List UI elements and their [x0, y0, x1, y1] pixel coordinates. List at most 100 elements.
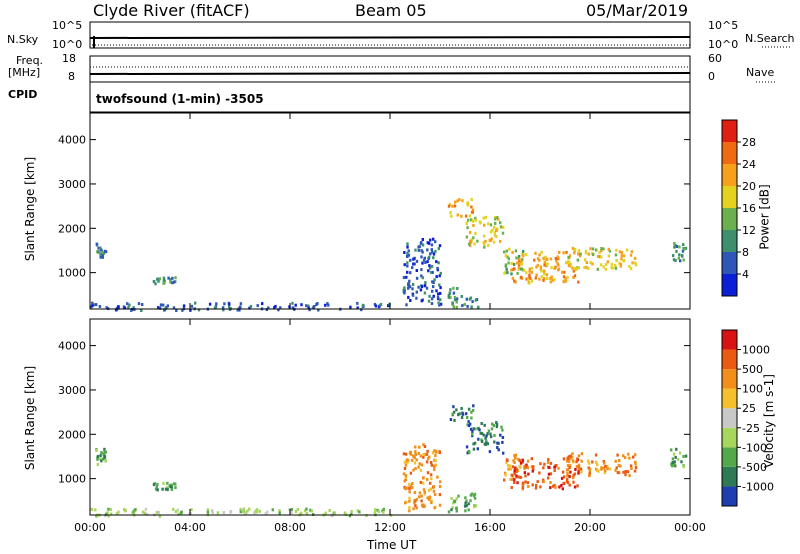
- data-cell: [568, 483, 571, 487]
- data-cell: [162, 481, 165, 485]
- colorbar-tick-label: -100: [742, 441, 767, 454]
- data-cell: [579, 252, 582, 256]
- data-cell: [585, 261, 588, 265]
- data-cell: [501, 428, 504, 432]
- data-cell: [419, 480, 422, 484]
- data-cell: [523, 466, 526, 470]
- data-cell: [427, 241, 431, 245]
- data-cell: [483, 442, 486, 446]
- data-cell: [587, 466, 590, 470]
- data-cell: [629, 267, 633, 271]
- data-cell: [560, 476, 564, 480]
- data-cell: [496, 227, 499, 231]
- data-cell: [489, 223, 493, 227]
- data-cell: [471, 432, 474, 436]
- data-cell: [452, 410, 456, 414]
- data-cell: [534, 486, 538, 490]
- data-cell: [437, 247, 440, 251]
- data-cell: [542, 478, 545, 482]
- data-cell: [569, 456, 572, 460]
- data-cell: [543, 277, 546, 280]
- y-tick-label: 3000: [58, 178, 86, 191]
- data-cell: [434, 454, 437, 457]
- data-cell: [132, 306, 135, 310]
- data-cell: [536, 263, 539, 267]
- data-cell: [521, 481, 525, 485]
- data-cell: [307, 304, 310, 308]
- data-cell: [451, 412, 454, 416]
- data-cell: [511, 465, 515, 469]
- data-cell: [453, 295, 457, 299]
- data-cell: [506, 255, 509, 259]
- data-cell: [503, 250, 506, 254]
- data-cell: [422, 488, 426, 492]
- data-cell: [421, 261, 424, 265]
- data-cell: [430, 271, 433, 274]
- data-cell: [673, 245, 676, 249]
- data-cell: [437, 261, 440, 265]
- data-cell: [206, 508, 210, 512]
- data-cell: [531, 469, 534, 473]
- data-cell: [677, 457, 680, 461]
- data-cell: [591, 460, 594, 464]
- data-cell: [430, 302, 434, 305]
- colorbar-frame: [721, 329, 738, 507]
- data-cell: [589, 261, 592, 265]
- data-cell: [300, 303, 303, 307]
- nsky-label: N.Sky: [7, 33, 39, 46]
- data-cell: [591, 247, 595, 251]
- x-tick-label: 04:00: [174, 521, 206, 534]
- data-cell: [630, 467, 633, 471]
- data-cell: [300, 511, 303, 515]
- data-cell: [290, 511, 293, 514]
- data-cell: [516, 271, 519, 275]
- data-cell: [543, 462, 546, 466]
- data-cell: [455, 297, 459, 301]
- data-cell: [545, 257, 548, 261]
- data-cell: [439, 302, 443, 306]
- data-cell: [507, 467, 510, 471]
- data-cell: [145, 512, 149, 516]
- data-cell: [455, 300, 458, 304]
- data-cell: [402, 472, 406, 476]
- data-cell: [422, 476, 425, 480]
- data-cell: [174, 276, 177, 280]
- data-cell: [567, 255, 570, 259]
- data-cell: [407, 286, 410, 290]
- data-cell: [412, 257, 415, 261]
- data-cell: [572, 476, 575, 480]
- data-cell: [189, 308, 192, 312]
- data-cell: [155, 510, 159, 514]
- colorbar-tick-label: 4: [742, 268, 749, 281]
- data-cell: [599, 263, 603, 267]
- data-cell: [584, 258, 587, 262]
- colorbar-segment: [722, 208, 737, 230]
- data-cell: [618, 459, 621, 462]
- data-cell: [471, 300, 474, 304]
- data-cell: [499, 239, 502, 243]
- data-cell: [172, 507, 175, 511]
- data-cell: [413, 461, 417, 465]
- data-cell: [513, 478, 516, 482]
- data-cell: [546, 277, 549, 280]
- data-cell: [506, 271, 509, 275]
- data-cell: [530, 457, 533, 461]
- data-cell: [513, 469, 516, 473]
- data-cell: [96, 462, 99, 466]
- data-cell: [579, 467, 583, 471]
- data-cell: [514, 453, 518, 457]
- data-cell: [414, 467, 417, 470]
- data-cell: [117, 510, 120, 514]
- data-cell: [567, 263, 571, 267]
- data-cell: [451, 204, 454, 208]
- data-cell: [573, 247, 577, 251]
- data-cell: [439, 286, 442, 290]
- data-cell: [406, 264, 409, 268]
- data-cell: [405, 303, 408, 307]
- data-cell: [467, 502, 470, 506]
- data-cell: [420, 494, 423, 498]
- data-cell: [430, 501, 433, 505]
- data-cell: [162, 276, 166, 280]
- data-cell: [431, 289, 434, 293]
- data-cell: [591, 262, 594, 266]
